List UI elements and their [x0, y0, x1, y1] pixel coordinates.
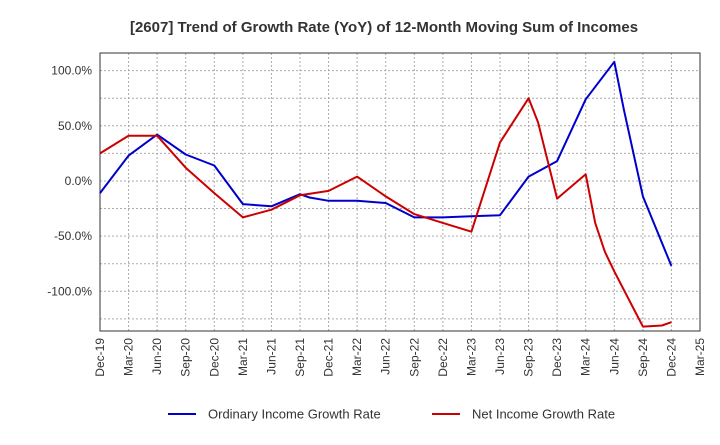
- x-tick-label: Mar-22: [350, 338, 364, 376]
- y-tick-label: 100.0%: [51, 64, 92, 78]
- x-tick-label: Jun-23: [493, 338, 507, 375]
- x-tick-label: Jun-20: [150, 338, 164, 375]
- series-layer: [99, 60, 673, 328]
- x-tick-label: Dec-24: [664, 338, 678, 377]
- grid: [99, 53, 701, 331]
- x-tick-label: Mar-20: [122, 338, 136, 376]
- x-tick-label: Sep-20: [179, 338, 193, 377]
- x-tick-label: Dec-19: [93, 338, 107, 377]
- legend-label-1: Net Income Growth Rate: [472, 407, 615, 422]
- x-tick-label: Mar-24: [579, 338, 593, 376]
- x-tick-label: Dec-22: [436, 338, 450, 377]
- y-tick-label: 50.0%: [58, 119, 92, 133]
- x-tick-label: Jun-21: [264, 338, 278, 375]
- axes: 100.0% 50.0% 0.0% -50.0% -100.0% Dec-19 Mar-20…: [47, 52, 707, 377]
- x-tick-label: Sep-21: [293, 338, 307, 377]
- plot-frame: [99, 52, 701, 332]
- x-tick-label: Sep-24: [636, 338, 650, 377]
- series-line-0: [99, 60, 673, 267]
- series-line-1: [99, 97, 672, 328]
- x-tick-label: Mar-23: [464, 338, 478, 376]
- x-tick-label: Dec-21: [322, 338, 336, 377]
- y-tick-label: -50.0%: [54, 229, 92, 243]
- x-tick-label: Sep-23: [522, 338, 536, 377]
- x-tick-label: Sep-22: [407, 338, 421, 377]
- x-tick-label: Mar-21: [236, 338, 250, 376]
- x-tick-label: Dec-20: [207, 338, 221, 377]
- x-tick-label: Jun-24: [607, 338, 621, 375]
- x-tick-label: Mar-25: [693, 338, 707, 376]
- x-tick-label: Jun-22: [379, 338, 393, 375]
- x-tick-label: Dec-23: [550, 338, 564, 377]
- y-tick-label: -100.0%: [47, 284, 92, 298]
- legend: Ordinary Income Growth Rate Net Income Gr…: [168, 407, 615, 422]
- chart-title: [2607] Trend of Growth Rate (YoY) of 12-…: [130, 19, 638, 36]
- y-tick-label: 0.0%: [65, 174, 93, 188]
- legend-label-0: Ordinary Income Growth Rate: [208, 407, 381, 422]
